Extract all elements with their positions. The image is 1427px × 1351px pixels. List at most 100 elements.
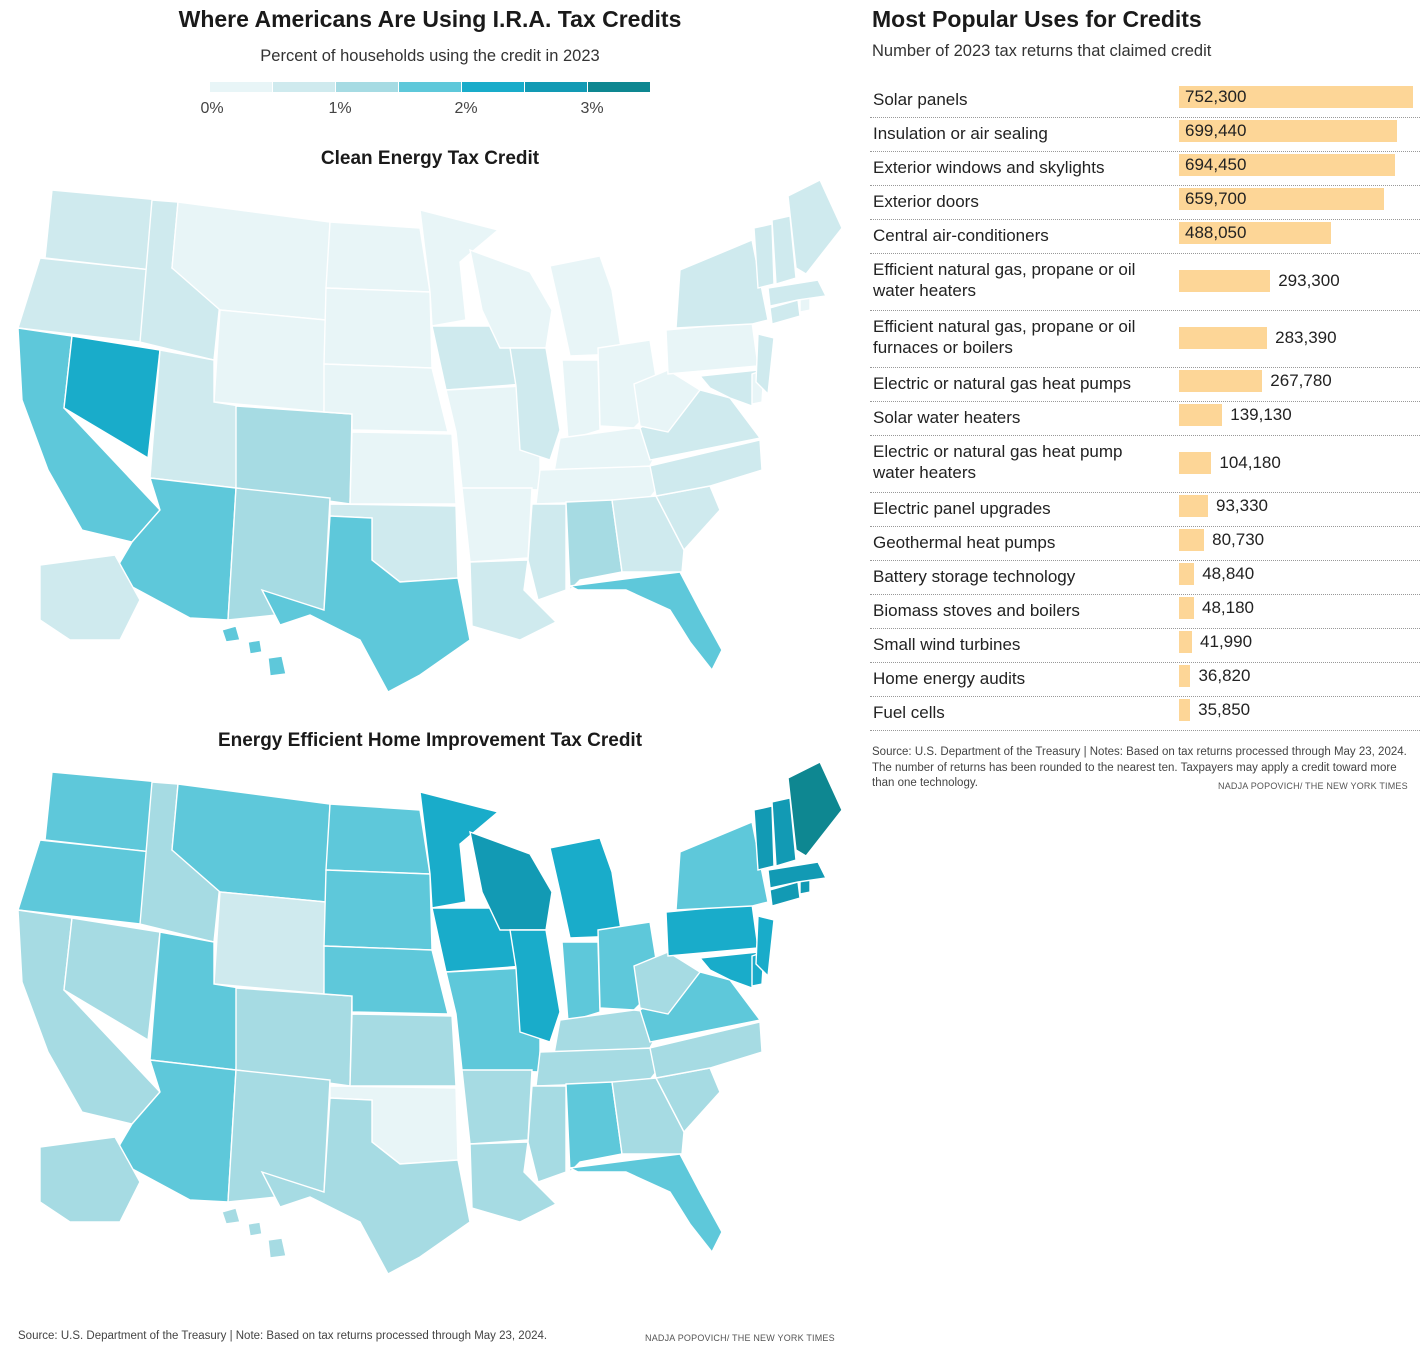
legend-tick-label: 2% <box>454 100 478 117</box>
bar <box>1179 597 1194 619</box>
bar-label: Efficient natural gas, propane or oil fu… <box>873 317 1136 357</box>
state-hi <box>221 1207 287 1259</box>
map-source-note: Source: U.S. Department of the Treasury … <box>18 1330 548 1342</box>
state-nh <box>771 215 797 285</box>
state-il <box>509 347 561 461</box>
state-nh <box>771 797 797 867</box>
state-nj <box>755 915 775 978</box>
state-hi <box>221 625 287 677</box>
legend-swatch <box>336 82 398 92</box>
state-ks <box>349 1013 457 1087</box>
state-ar <box>461 1069 533 1145</box>
bar-row: Exterior windows and skylights 694,450 <box>870 151 1420 186</box>
bar-row: Electric panel upgrades 93,330 <box>870 492 1420 527</box>
state-ne <box>323 363 449 433</box>
clean-energy-map-title: Clean Energy Tax Credit <box>320 148 540 169</box>
bar-row: Small wind turbines 41,990 <box>870 628 1420 663</box>
state-ne <box>323 945 449 1015</box>
bar-chart-title: Most Popular Uses for Credits <box>872 6 1202 32</box>
state-wa <box>44 189 161 271</box>
state-or <box>17 257 153 343</box>
state-md <box>698 951 759 989</box>
map-credit: NADJA POPOVICH/ THE NEW YORK TIMES <box>645 1333 835 1343</box>
state-ks <box>349 431 457 505</box>
bar-label: Efficient natural gas, propane or oil wa… <box>873 260 1136 300</box>
legend-swatch <box>210 82 272 92</box>
bar-value-label: 293,300 <box>1278 271 1340 290</box>
bar-value-label: 283,390 <box>1275 328 1337 347</box>
bar-label: Home energy audits <box>873 669 1026 688</box>
bar-label: Biomass stoves and boilers <box>873 601 1080 620</box>
state-sd <box>323 869 433 951</box>
bar-label: Solar panels <box>873 90 968 109</box>
bar <box>1179 270 1271 292</box>
state-pa <box>665 903 759 957</box>
state-md <box>698 369 759 407</box>
bar-label: Central air-conditioners <box>873 226 1049 245</box>
state-al <box>565 499 623 592</box>
state-vt <box>753 805 775 871</box>
bar-row: Battery storage technology 48,840 <box>870 560 1420 595</box>
bar-value-label: 694,450 <box>1185 155 1247 174</box>
state-ak <box>39 554 141 641</box>
bar <box>1179 699 1191 721</box>
state-al <box>565 1081 623 1174</box>
state-il <box>509 929 561 1043</box>
state-ny <box>675 821 769 911</box>
bar-row: Insulation or air sealing 699,440 <box>870 117 1420 152</box>
bar <box>1179 665 1191 687</box>
bar-chart-source-note: Source: U.S. Department of the Treasury … <box>872 746 1407 789</box>
state-ms <box>527 503 567 601</box>
bar-label: Electric or natural gas heat pump water … <box>873 442 1123 482</box>
state-sd <box>323 287 433 369</box>
state-mi <box>549 255 623 357</box>
bar-label: Geothermal heat pumps <box>873 533 1056 552</box>
legend-swatch <box>525 82 587 92</box>
bar-chart-subtitle: Number of 2023 tax returns that claimed … <box>872 42 1212 60</box>
state-in <box>561 359 601 441</box>
bar-value-label: 659,700 <box>1185 189 1247 208</box>
state-mn <box>419 209 500 327</box>
bar-row: Efficient natural gas, propane or oil fu… <box>870 310 1420 368</box>
state-wa <box>44 771 161 853</box>
bar-value-label: 41,990 <box>1200 632 1253 651</box>
legend-swatch <box>399 82 461 92</box>
state-pa <box>665 321 759 375</box>
state-wy <box>213 891 327 995</box>
legend-tick-label: 1% <box>328 100 352 117</box>
bar <box>1179 529 1205 551</box>
bar <box>1179 631 1193 653</box>
bar-label: Electric or natural gas heat pumps <box>873 374 1131 393</box>
bar-row: Solar water heaters 139,130 <box>870 401 1420 436</box>
state-nc <box>649 1021 763 1079</box>
bar <box>1179 120 1397 142</box>
bar-value-label: 488,050 <box>1185 223 1247 242</box>
state-ma <box>767 861 828 889</box>
bar-value-label: 36,820 <box>1198 666 1251 685</box>
bar-label: Battery storage technology <box>873 567 1076 586</box>
bar <box>1179 327 1268 349</box>
state-vt <box>753 223 775 289</box>
bar <box>1179 86 1413 108</box>
bar-label: Small wind turbines <box>873 635 1021 654</box>
legend-tick-label: 0% <box>200 100 224 117</box>
bar <box>1179 495 1209 517</box>
legend-swatch <box>462 82 524 92</box>
bar-label: Exterior windows and skylights <box>873 158 1105 177</box>
bar <box>1179 563 1195 585</box>
bar-label: Exterior doors <box>873 192 979 211</box>
bar-value-label: 35,850 <box>1198 700 1251 719</box>
state-wv <box>633 951 702 1015</box>
bar-value-label: 48,180 <box>1201 598 1254 617</box>
bar-row: Electric or natural gas heat pump water … <box>870 435 1420 493</box>
bar-row: Electric or natural gas heat pumps 267,78… <box>870 367 1420 402</box>
bar-label: Fuel cells <box>873 703 945 722</box>
home-improvement-map <box>17 761 843 1275</box>
state-fl <box>567 571 723 672</box>
bar-value-label: 104,180 <box>1219 453 1281 472</box>
state-or <box>17 839 153 925</box>
main-subtitle: Percent of households using the credit i… <box>260 47 600 65</box>
state-mn <box>419 791 500 909</box>
state-ar <box>461 487 533 563</box>
state-me <box>787 179 843 275</box>
